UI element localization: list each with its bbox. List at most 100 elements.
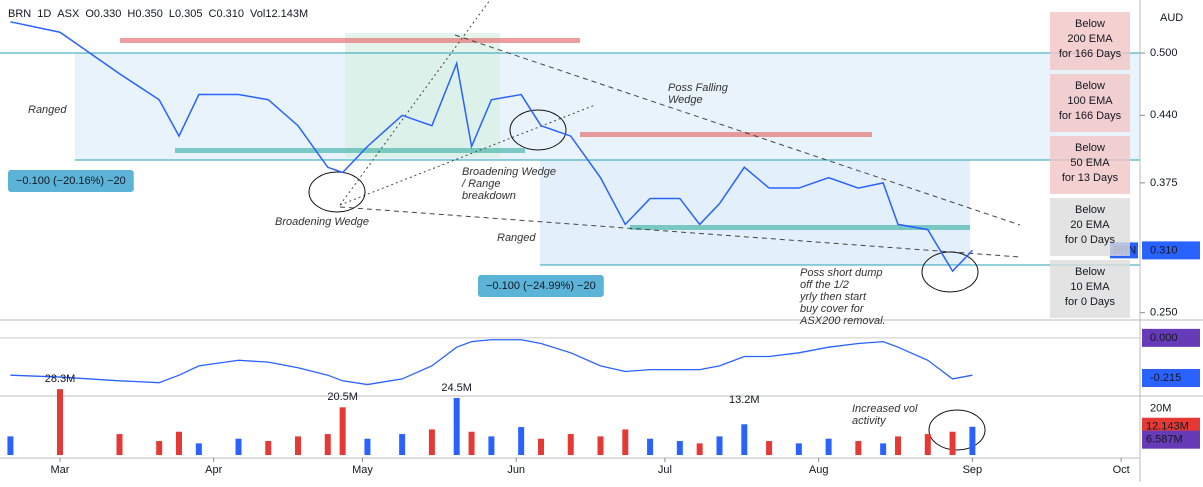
- volume-bar: [339, 407, 346, 455]
- volume-bar: [969, 426, 976, 455]
- ema-label: Below 50 EMA for 13 Days: [1062, 142, 1119, 184]
- measure-box: [478, 275, 604, 297]
- header-high: H0.350: [127, 8, 162, 20]
- circle: [928, 409, 986, 451]
- volume-bar: [295, 436, 302, 455]
- ema-label: Below 100 EMA for 166 Days: [1059, 80, 1122, 122]
- range-box: [540, 160, 970, 265]
- measure-label: −0.100 (−24.99%) −20: [486, 280, 596, 292]
- ema-label: Below 20 EMA for 0 Days: [1065, 204, 1116, 246]
- trendline: [339, 104, 596, 206]
- annotation: Poss short dump off the 1/2 yrly then star…: [799, 267, 886, 327]
- macd-last-badge: [1142, 369, 1200, 387]
- support: [630, 225, 970, 230]
- trendline: [454, 34, 1021, 226]
- price-badge: [1142, 241, 1200, 260]
- header-open: O0.330: [85, 8, 121, 20]
- header-exchange: ASX: [57, 8, 80, 20]
- y-tick-label: 0.375: [1150, 177, 1178, 189]
- annotation: Poss Falling Wedge: [668, 82, 729, 106]
- volume-bar: [647, 438, 654, 455]
- volume-bar: [57, 389, 63, 455]
- volume-bar: [597, 436, 604, 455]
- y-tick-label: 0.500: [1150, 47, 1178, 59]
- x-tick-label: Sep: [963, 464, 983, 476]
- volume-bar: [488, 436, 495, 455]
- volume-bar: [622, 429, 629, 455]
- volume-bar: [518, 427, 525, 455]
- volume-bar: [924, 434, 931, 455]
- volume-bar: [795, 443, 802, 455]
- x-tick-label: Jun: [507, 464, 525, 476]
- volume-bar: [7, 436, 14, 455]
- volume-label: 28.3M: [45, 373, 76, 385]
- price-badge-label: 0.310: [1150, 244, 1178, 256]
- volume-bar: [235, 438, 242, 455]
- volume-bar: [676, 441, 683, 455]
- annotation: Ranged: [497, 232, 536, 244]
- header-symbol: BRN: [8, 8, 31, 20]
- y-tick-label: 0.250: [1150, 307, 1178, 319]
- volume-bar: [195, 443, 202, 455]
- volume-bar: [156, 441, 163, 455]
- range-box: [75, 53, 1140, 160]
- x-tick-label: May: [352, 464, 373, 476]
- header-interval: 1D: [37, 8, 51, 20]
- vol-avg-label: 6.587M: [1146, 434, 1183, 446]
- volume-bar: [855, 441, 862, 455]
- volume-bar: [825, 438, 832, 455]
- price-line: [10, 21, 973, 273]
- measure-box: [8, 170, 134, 192]
- volume-label: 20.5M: [327, 391, 358, 403]
- x-tick-label: Oct: [1113, 464, 1130, 476]
- ema-label: Below 200 EMA for 166 Days: [1059, 18, 1122, 60]
- volume-bar: [880, 443, 887, 455]
- volume-bar: [116, 434, 123, 455]
- ema-box: [1050, 136, 1130, 194]
- trendline: [339, 0, 491, 206]
- volume-bar: [696, 443, 703, 455]
- volume-bar: [265, 441, 272, 455]
- x-tick-label: Jul: [658, 464, 672, 476]
- support: [175, 148, 525, 153]
- macd-zero-badge: [1142, 328, 1200, 347]
- volume-label: 24.5M: [441, 382, 472, 394]
- circle: [509, 109, 567, 151]
- header-volume: Vol12.143M: [250, 8, 308, 20]
- volume-bar: [537, 438, 544, 455]
- trendline: [339, 206, 1021, 258]
- ema-label: Below 10 EMA for 0 Days: [1065, 266, 1116, 308]
- circle: [308, 171, 366, 213]
- annotation: Broadening Wedge: [275, 216, 369, 228]
- vol-avg-badge: [1142, 430, 1200, 449]
- volume-bar: [176, 431, 183, 455]
- volume-bar: [468, 431, 475, 455]
- volume-bar: [453, 398, 460, 455]
- volume-bar: [741, 424, 748, 455]
- x-tick-label: Apr: [205, 464, 222, 476]
- volume-bar: [324, 434, 331, 455]
- resistance: [580, 132, 872, 137]
- measure-label: −0.100 (−20.16%) −20: [16, 175, 126, 187]
- zone: [345, 33, 500, 158]
- macd-zero-label: 0.000: [1150, 332, 1178, 344]
- ema-box: [1050, 198, 1130, 256]
- volume-bar: [949, 431, 956, 455]
- ema-box: [1050, 12, 1130, 70]
- x-tick-label: Aug: [809, 464, 829, 476]
- volume-bar: [364, 438, 371, 455]
- vol-tick-label: 20M: [1150, 402, 1171, 414]
- header-low: L0.305: [169, 8, 203, 20]
- currency: AUD: [1160, 12, 1183, 24]
- header-close: C0.310: [209, 8, 244, 20]
- annotation: Increased vol activity: [852, 403, 918, 427]
- annotation: Ranged: [28, 104, 67, 116]
- ema-box: [1050, 260, 1130, 318]
- vol-last-label: 12.143M: [1146, 421, 1189, 433]
- volume-bar: [766, 441, 773, 455]
- x-tick-label: Mar: [51, 464, 70, 476]
- annotation: Broadening Wedge / Range breakdown: [461, 166, 556, 202]
- volume-bar: [716, 436, 723, 455]
- macd-line: [10, 339, 973, 386]
